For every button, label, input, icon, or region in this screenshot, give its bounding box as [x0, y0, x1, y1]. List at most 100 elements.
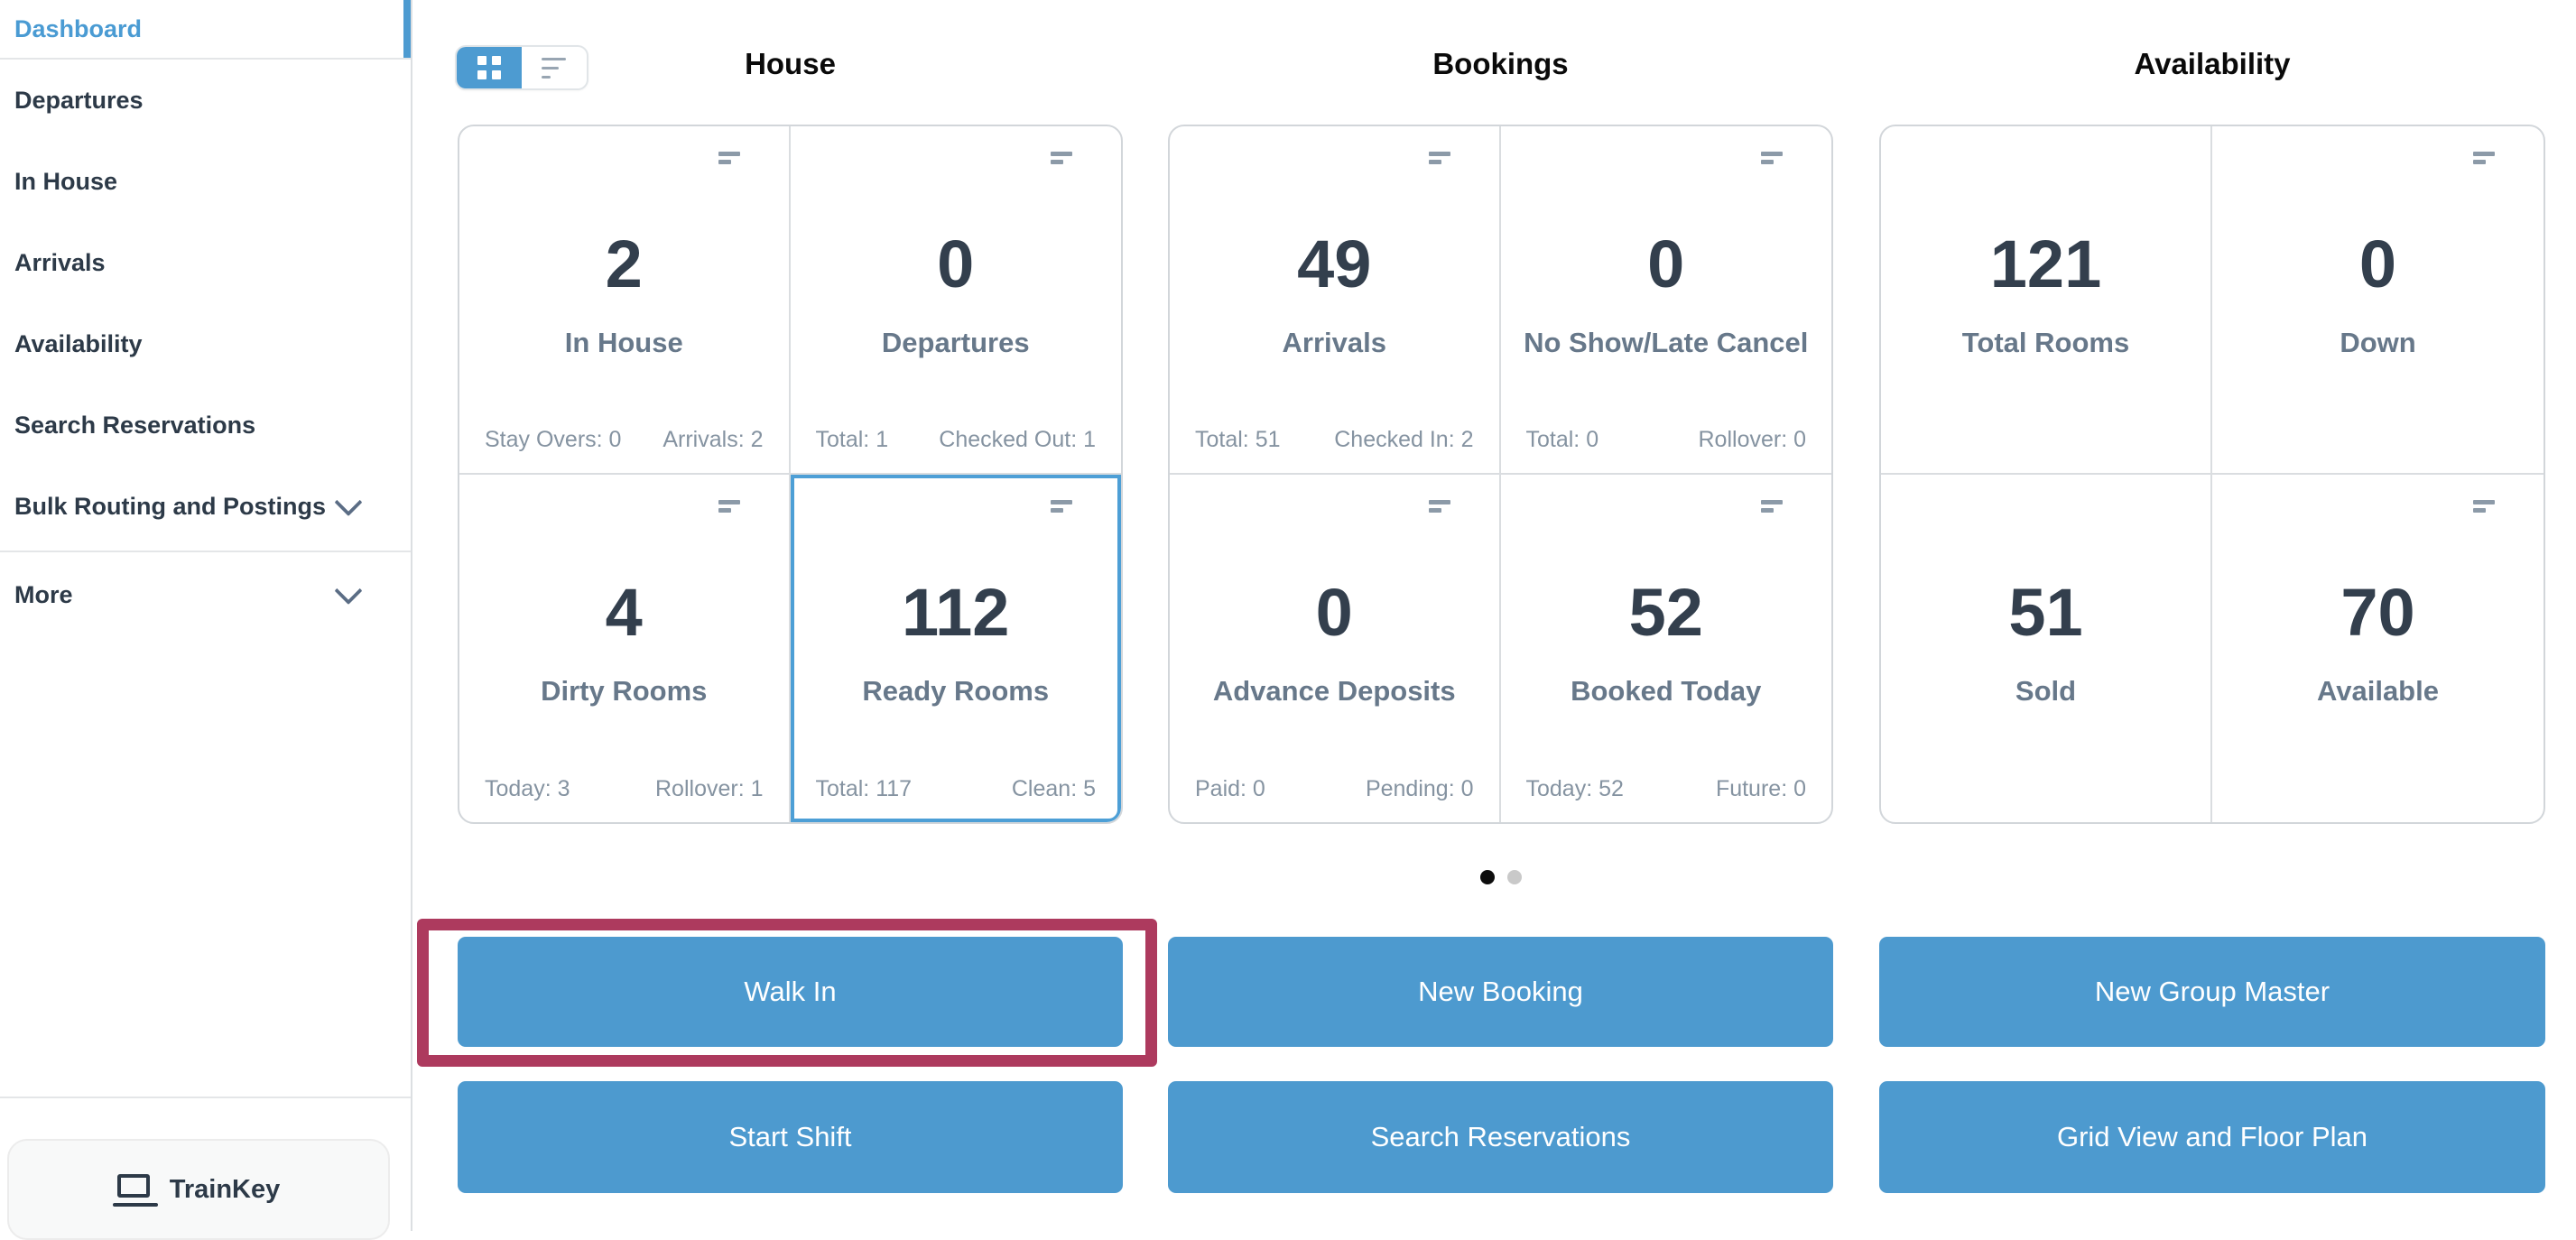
bookings-panel: 49 Arrivals Total: 51 Checked In: 2 0 No… [1168, 125, 1833, 824]
card-label: Advance Deposits [1212, 674, 1456, 707]
stat-card-total-rooms[interactable]: 121 Total Rooms [1881, 126, 2212, 475]
card-stat-right: Checked Out: 1 [939, 426, 1096, 452]
sidebar-item-more[interactable]: More [0, 552, 411, 637]
card-value: 49 [1297, 227, 1372, 301]
card-stat-left: Total: 1 [815, 426, 889, 452]
section-title-house: House [745, 47, 836, 80]
card-menu-icon[interactable] [1761, 499, 1783, 513]
card-label: In House [564, 327, 683, 358]
trainkey-button[interactable]: TrainKey [7, 1139, 390, 1240]
card-value: 0 [2358, 227, 2397, 301]
card-menu-icon[interactable] [1051, 499, 1072, 513]
sidebar-item-label: In House [14, 167, 118, 195]
stat-card-sold[interactable]: 51 Sold [1881, 474, 2212, 822]
card-value: 0 [1647, 227, 1685, 301]
card-menu-icon[interactable] [1051, 152, 1072, 164]
sidebar-item-label: Dashboard [14, 14, 143, 42]
card-menu-icon[interactable] [1428, 499, 1450, 513]
sidebar-item-availability[interactable]: Availability [0, 303, 411, 384]
card-stat-left: Today: 3 [485, 776, 570, 801]
card-menu-icon[interactable] [2473, 499, 2495, 513]
sidebar-item-dashboard[interactable]: Dashboard [0, 0, 411, 60]
stat-card-advance-deposits[interactable]: 0 Advance Deposits Paid: 0 Pending: 0 [1170, 474, 1501, 822]
grid-view-floor-plan-button[interactable]: Grid View and Floor Plan [1879, 1081, 2545, 1193]
card-label: Ready Rooms [862, 674, 1050, 707]
card-stat-left: Total: 0 [1525, 426, 1599, 452]
section-title-bookings: Bookings [1432, 47, 1569, 80]
new-group-master-button[interactable]: New Group Master [1879, 937, 2545, 1047]
sidebar-item-label: Bulk Routing and Postings [14, 492, 326, 520]
view-toggle [455, 45, 588, 90]
divider [0, 551, 411, 552]
card-menu-icon[interactable] [2473, 152, 2495, 164]
search-reservations-button[interactable]: Search Reservations [1168, 1081, 1833, 1193]
card-value: 121 [1989, 227, 2102, 301]
grid-view-button[interactable] [457, 47, 522, 88]
stat-card-departures[interactable]: 0 Departures Total: 1 Checked Out: 1 [790, 126, 1121, 475]
availability-panel: 121 Total Rooms 0 Down 51 Sold 70 Availa… [1879, 125, 2545, 824]
scrollbar-thumb[interactable] [403, 0, 411, 58]
sidebar-item-label: Search Reservations [14, 411, 256, 439]
sidebar-item-in-house[interactable]: In House [0, 141, 411, 222]
card-value: 4 [605, 574, 643, 650]
card-stat-right: Arrivals: 2 [663, 426, 764, 452]
sidebar-item-label: Availability [14, 329, 143, 357]
walk-in-button[interactable]: Walk In [458, 937, 1123, 1047]
card-stat-left: Total: 117 [815, 776, 913, 801]
card-label: No Show/Late Cancel [1524, 327, 1809, 358]
card-stat-left: Total: 51 [1195, 426, 1281, 452]
stat-card-in-house[interactable]: 2 In House Stay Overs: 0 Arrivals: 2 [459, 126, 791, 475]
sidebar-item-label: Departures [14, 86, 144, 114]
carousel-dot-active[interactable] [1479, 870, 1495, 884]
stat-card-dirty-rooms[interactable]: 4 Dirty Rooms Today: 3 Rollover: 1 [459, 474, 791, 822]
card-menu-icon[interactable] [1761, 152, 1783, 164]
sidebar-item-departures[interactable]: Departures [0, 60, 411, 141]
stat-card-down[interactable]: 0 Down [2212, 126, 2544, 475]
sidebar-item-label: Arrivals [14, 248, 106, 276]
sidebar-item-search-reservations[interactable]: Search Reservations [0, 384, 411, 466]
sidebar: Dashboard Departures In House Arrivals A… [0, 0, 412, 1240]
card-value: 70 [2340, 574, 2415, 650]
sidebar-item-bulk-routing[interactable]: Bulk Routing and Postings [0, 466, 411, 547]
trainkey-label: TrainKey [169, 1174, 281, 1204]
card-stat-right: Rollover: 1 [655, 776, 764, 801]
carousel-pagination [1168, 870, 1833, 884]
stat-card-available[interactable]: 70 Available [2212, 475, 2544, 823]
card-label: Down [2340, 327, 2416, 358]
card-value: 0 [937, 227, 975, 301]
card-menu-icon[interactable] [718, 152, 740, 164]
card-label: Departures [881, 327, 1030, 358]
card-menu-icon[interactable] [718, 499, 740, 513]
stat-card-ready-rooms[interactable]: 112 Ready Rooms Total: 117 Clean: 5 [790, 474, 1122, 823]
sidebar-item-arrivals[interactable]: Arrivals [0, 222, 411, 303]
card-value: 0 [1315, 574, 1353, 650]
card-label: Arrivals [1282, 327, 1386, 358]
card-stat-right: Pending: 0 [1365, 776, 1474, 801]
card-stat-left: Stay Overs: 0 [485, 426, 622, 452]
chevron-down-icon [334, 577, 363, 606]
card-stat-right: Clean: 5 [1011, 776, 1096, 801]
list-view-button[interactable] [522, 47, 587, 88]
card-value: 2 [605, 227, 643, 301]
start-shift-button[interactable]: Start Shift [458, 1081, 1123, 1193]
section-title-availability: Availability [2134, 47, 2291, 80]
grid-view-icon [477, 56, 501, 79]
chevron-down-icon [334, 488, 363, 517]
stat-card-no-show[interactable]: 0 No Show/Late Cancel Total: 0 Rollover:… [1500, 126, 1831, 475]
card-label: Booked Today [1571, 674, 1762, 707]
new-booking-button[interactable]: New Booking [1168, 937, 1833, 1047]
house-panel: 2 In House Stay Overs: 0 Arrivals: 2 0 D… [458, 125, 1123, 824]
card-value: 112 [902, 574, 1010, 650]
sidebar-item-label: More [14, 580, 73, 608]
stat-card-arrivals[interactable]: 49 Arrivals Total: 51 Checked In: 2 [1170, 126, 1501, 475]
carousel-dot[interactable] [1506, 870, 1522, 884]
card-stat-right: Future: 0 [1715, 776, 1806, 801]
card-label: Total Rooms [1961, 327, 2130, 358]
stat-card-booked-today[interactable]: 52 Booked Today Today: 52 Future: 0 [1501, 475, 1832, 823]
card-stat-left: Today: 52 [1525, 776, 1624, 801]
laptop-icon [112, 1174, 158, 1207]
card-menu-icon[interactable] [1428, 152, 1450, 164]
card-value: 51 [2008, 574, 2083, 650]
card-value: 52 [1628, 574, 1703, 650]
card-stat-left: Paid: 0 [1195, 776, 1265, 801]
